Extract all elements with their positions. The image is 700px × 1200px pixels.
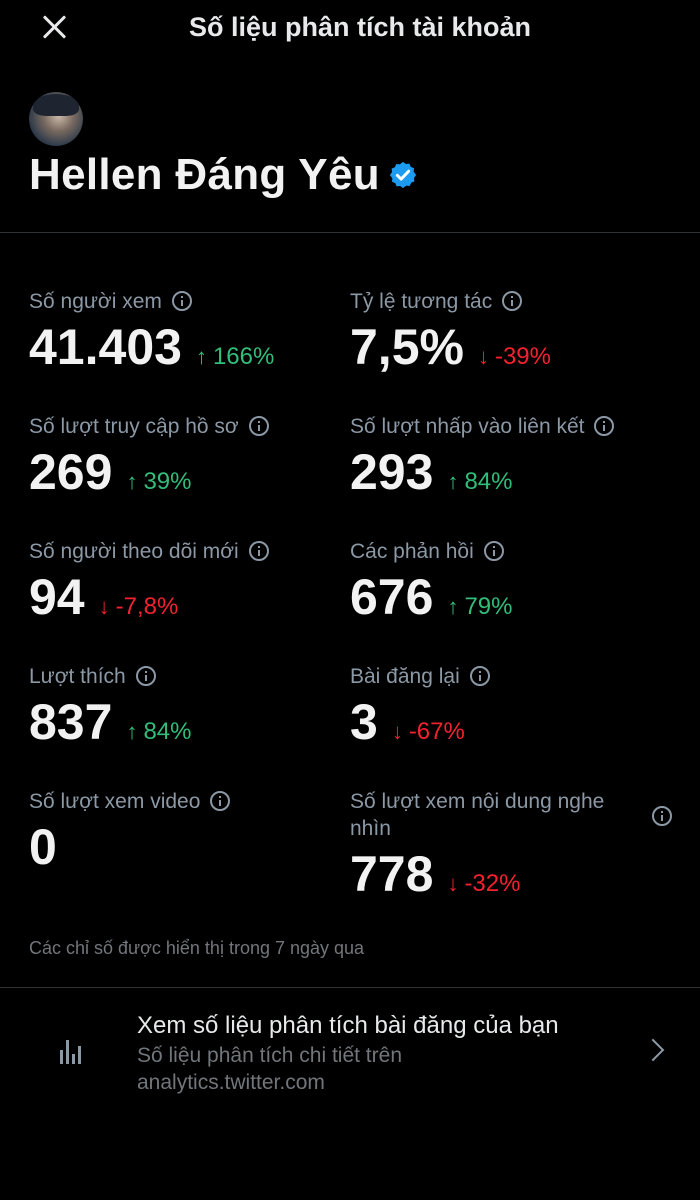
metric-change: ↑ 79% bbox=[447, 593, 513, 620]
post-analytics-link[interactable]: Xem số liệu phân tích bài đăng của bạn S… bbox=[0, 990, 700, 1110]
info-icon[interactable] bbox=[135, 666, 156, 686]
metric-label: Số lượt truy cập hồ sơ bbox=[29, 415, 239, 438]
footnote: Các chỉ số được hiển thị trong 7 ngày qu… bbox=[29, 938, 365, 958]
metric-value: 7,5% bbox=[350, 319, 464, 375]
metric-value: 41.403 bbox=[29, 319, 182, 375]
metric-change: ↓ -39% bbox=[477, 343, 551, 370]
chevron-right-icon bbox=[641, 1038, 665, 1062]
metric-value: 0 bbox=[29, 819, 57, 875]
divider bbox=[0, 232, 700, 233]
metric-replies: Các phản hồi 676 ↑ 79% bbox=[350, 538, 680, 625]
arrow-up-icon: ↑ bbox=[447, 469, 459, 494]
metric-value: 3 bbox=[350, 694, 378, 750]
info-icon[interactable] bbox=[469, 666, 490, 686]
metric-likes: Lượt thích 837 ↑ 84% bbox=[29, 663, 359, 750]
info-icon[interactable] bbox=[171, 291, 192, 311]
metric-label: Số người theo dõi mới bbox=[29, 540, 239, 563]
metric-value: 778 bbox=[350, 846, 434, 902]
avatar[interactable] bbox=[29, 92, 83, 146]
info-icon[interactable] bbox=[594, 416, 615, 436]
post-analytics-subtitle: Số liệu phân tích chi tiết trên analytic… bbox=[137, 1044, 402, 1094]
profile-name-row: Hellen Đáng Yêu bbox=[29, 150, 418, 200]
metric-label: Số lượt xem video bbox=[29, 790, 201, 813]
info-icon[interactable] bbox=[483, 541, 504, 561]
metric-label: Lượt thích bbox=[29, 665, 126, 688]
metric-change: ↓ -7,8% bbox=[98, 593, 179, 620]
arrow-down-icon: ↓ bbox=[447, 871, 459, 896]
arrow-up-icon: ↑ bbox=[126, 719, 138, 744]
verified-badge-icon bbox=[389, 161, 417, 189]
arrow-up-icon: ↑ bbox=[447, 594, 459, 619]
metric-change: ↑ 39% bbox=[126, 468, 192, 495]
metric-change: ↑ 84% bbox=[447, 468, 513, 495]
metric-value: 269 bbox=[29, 444, 113, 500]
metric-label: Tỷ lệ tương tác bbox=[350, 290, 493, 313]
page-title: Số liệu phân tích tài khoản bbox=[188, 12, 532, 42]
metric-profile-visits: Số lượt truy cập hồ sơ 269 ↑ 39% bbox=[29, 413, 359, 500]
metric-label: Số lượt nhấp vào liên kết bbox=[350, 415, 585, 438]
info-icon[interactable] bbox=[210, 791, 231, 811]
divider bbox=[0, 987, 700, 988]
metric-label: Số lượt xem nội dung nghe nhìn bbox=[350, 790, 605, 840]
arrow-up-icon: ↑ bbox=[195, 344, 207, 369]
metric-engagement-rate: Tỷ lệ tương tác 7,5% ↓ -39% bbox=[350, 288, 680, 375]
metric-value: 676 bbox=[350, 569, 434, 625]
bar-chart-icon bbox=[58, 1038, 84, 1064]
metric-value: 293 bbox=[350, 444, 434, 500]
arrow-down-icon: ↓ bbox=[477, 344, 489, 369]
info-icon[interactable] bbox=[248, 541, 269, 561]
info-icon[interactable] bbox=[248, 416, 269, 436]
post-analytics-title: Xem số liệu phân tích bài đăng của bạn bbox=[137, 1012, 559, 1039]
metric-change: ↓ -32% bbox=[447, 870, 521, 897]
metric-label: Các phản hồi bbox=[350, 540, 474, 563]
top-bar: Số liệu phân tích tài khoản bbox=[0, 0, 700, 56]
metric-label: Bài đăng lại bbox=[350, 665, 460, 688]
metric-media-views: Số lượt xem nội dung nghe nhìn 778 ↓ -32% bbox=[350, 788, 672, 902]
metric-value: 94 bbox=[29, 569, 85, 625]
arrow-up-icon: ↑ bbox=[126, 469, 138, 494]
arrow-down-icon: ↓ bbox=[98, 594, 110, 619]
metric-video-views: Số lượt xem video 0 bbox=[29, 788, 359, 875]
metric-change: ↑ 166% bbox=[195, 343, 275, 370]
arrow-down-icon: ↓ bbox=[391, 719, 403, 744]
metric-reposts: Bài đăng lại 3 ↓ -67% bbox=[350, 663, 680, 750]
info-icon[interactable] bbox=[502, 291, 523, 311]
metric-change: ↑ 84% bbox=[126, 718, 192, 745]
info-icon[interactable] bbox=[652, 806, 672, 826]
metric-change: ↓ -67% bbox=[391, 718, 465, 745]
profile-name: Hellen Đáng Yêu bbox=[29, 150, 380, 199]
metric-value: 837 bbox=[29, 694, 113, 750]
metric-label: Số người xem bbox=[29, 290, 162, 313]
metric-link-clicks: Số lượt nhấp vào liên kết 293 ↑ 84% bbox=[350, 413, 680, 500]
metric-new-followers: Số người theo dõi mới 94 ↓ -7,8% bbox=[29, 538, 359, 625]
metric-viewers: Số người xem 41.403 ↑ 166% bbox=[29, 288, 359, 375]
